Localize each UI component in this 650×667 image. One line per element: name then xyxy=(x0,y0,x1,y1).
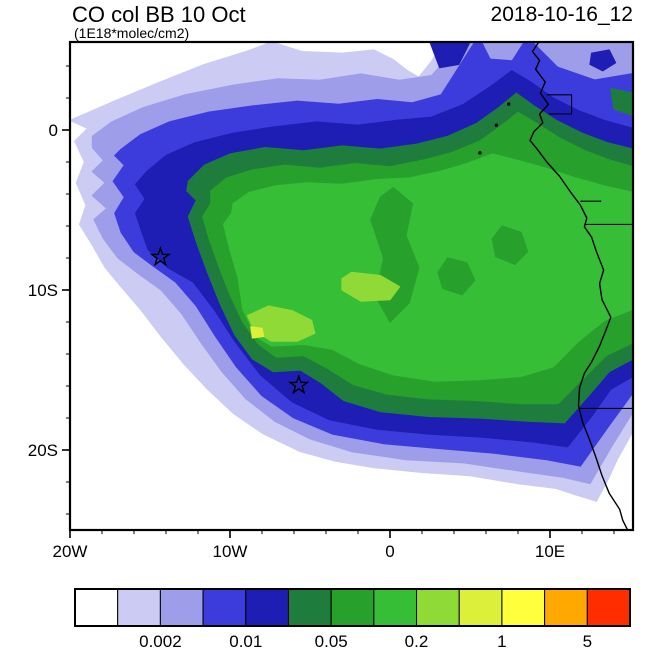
colorbar-label-0.01: 0.01 xyxy=(229,632,262,651)
colorbar-label-1: 1 xyxy=(497,632,506,651)
plot-units-label: (1E18*molec/cm2) xyxy=(74,25,190,41)
colorbar-label-0.002: 0.002 xyxy=(139,632,182,651)
contour-ne-deep-blue-blob xyxy=(589,49,617,72)
colorbar-cell-1 xyxy=(117,588,161,627)
y-tick-label-20S: 20S xyxy=(28,441,58,460)
x-tick-label-10W: 10W xyxy=(213,542,248,561)
colorbar-cell-3 xyxy=(202,588,247,627)
contour-level7-bright-green-core xyxy=(223,153,633,382)
colorbar-cell-10 xyxy=(501,588,546,627)
axes: 20W 10W 0 10E 0 10S 20S xyxy=(28,40,635,561)
contour-top-notch-deep-blue-wedge xyxy=(429,42,471,69)
colorbar-label-0.2: 0.2 xyxy=(405,632,429,651)
x-tick-label-10E: 10E xyxy=(535,542,565,561)
colorbar-cell-11 xyxy=(544,588,588,627)
africa-coastline xyxy=(529,42,629,530)
country-border-0 xyxy=(546,94,573,115)
colorbar: 0.002 0.01 0.05 0.2 1 5 xyxy=(74,588,631,651)
x-tick-label-20W: 20W xyxy=(53,542,88,561)
island-dot xyxy=(494,123,499,127)
contour-mottle-blob-a xyxy=(437,257,476,296)
colorbar-label-5: 5 xyxy=(583,632,592,651)
star-marker-ascension xyxy=(149,246,172,267)
colorbar-frame xyxy=(74,588,631,627)
contour-level8-light-green-central xyxy=(341,271,401,302)
colorbar-cell-12 xyxy=(586,588,631,627)
x-tick-label-0: 0 xyxy=(385,542,394,561)
island-dot xyxy=(478,151,482,155)
map-layers xyxy=(70,42,633,530)
contour-ne-coastal-green-patch xyxy=(610,87,633,117)
colorbar-cell-8 xyxy=(416,588,460,627)
contour-ne-lavender-patch-b xyxy=(482,42,524,61)
plot-timestamp: 2018-10-16_12 xyxy=(490,3,633,26)
y-tick-label-0: 0 xyxy=(49,121,58,140)
colorbar-cell-2 xyxy=(159,588,204,627)
island-dot xyxy=(507,102,511,106)
plot-border xyxy=(68,40,635,532)
contour-mottle-blob-b xyxy=(491,225,529,265)
colorbar-cell-7 xyxy=(373,588,418,627)
star-marker-st-helena xyxy=(288,374,310,395)
y-tick-label-10S: 10S xyxy=(28,281,58,300)
contour-level9-yellow-spot xyxy=(250,326,265,339)
colorbar-cell-0 xyxy=(74,588,119,627)
colorbar-cell-9 xyxy=(458,588,503,627)
colorbar-label-0.05: 0.05 xyxy=(315,632,348,651)
plot-title: CO col BB 10 Oct xyxy=(72,2,246,27)
colorbar-cell-4 xyxy=(245,588,289,627)
colorbar-cell-5 xyxy=(287,588,332,627)
colorbar-cell-6 xyxy=(330,588,375,627)
